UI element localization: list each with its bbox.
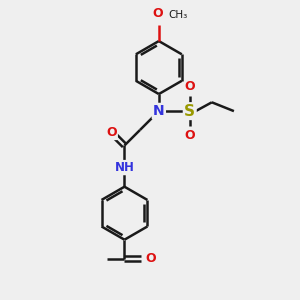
Text: S: S [184,103,195,118]
Text: O: O [184,80,195,94]
Text: CH₃: CH₃ [168,11,188,20]
Text: O: O [107,127,117,140]
Text: O: O [145,252,156,265]
Text: NH: NH [115,161,134,174]
Text: O: O [184,129,195,142]
Text: O: O [152,8,163,20]
Text: N: N [153,104,165,118]
